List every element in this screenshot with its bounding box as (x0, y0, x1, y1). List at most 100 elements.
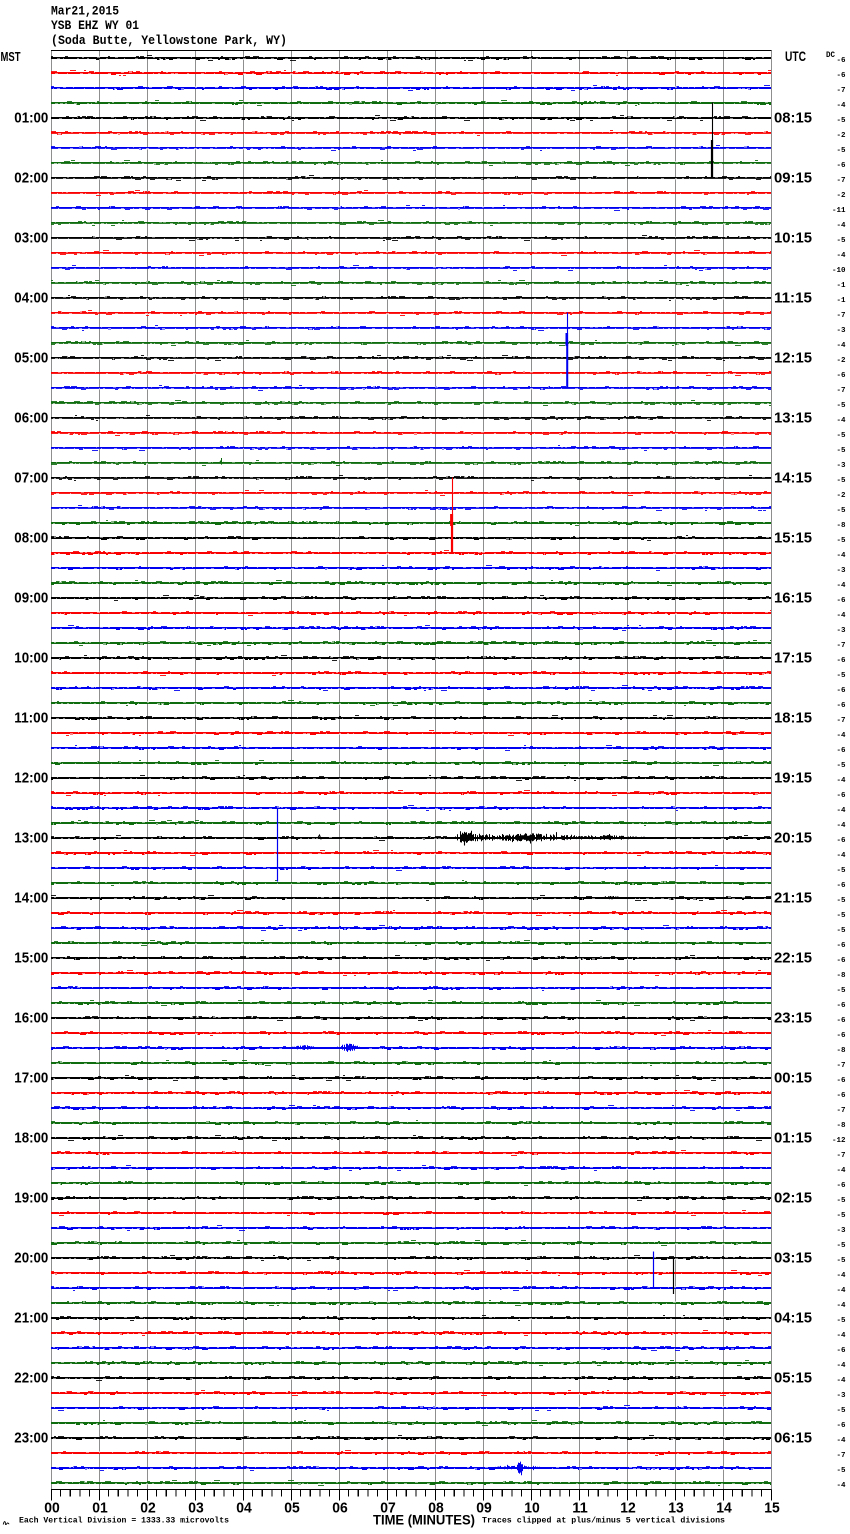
svg-text:12:00: 12:00 (14, 770, 48, 786)
svg-text:-4: -4 (836, 1437, 846, 1445)
svg-text:-4: -4 (836, 1167, 846, 1175)
svg-text:-5: -5 (836, 927, 846, 935)
svg-text:-6: -6 (836, 747, 846, 755)
svg-text:-5: -5 (836, 117, 846, 125)
svg-text:-4: -4 (836, 1377, 846, 1385)
svg-text:13:15: 13:15 (774, 410, 812, 426)
svg-text:-5: -5 (836, 147, 846, 155)
svg-text:03:00: 03:00 (14, 230, 48, 246)
svg-text:-7: -7 (836, 1452, 845, 1460)
svg-text:-12: -12 (832, 1137, 846, 1145)
svg-text:-6: -6 (836, 1017, 846, 1025)
svg-text:-5: -5 (836, 507, 846, 515)
svg-text:00: 00 (44, 1501, 60, 1517)
svg-text:DC: DC (826, 51, 835, 60)
svg-text:19:15: 19:15 (774, 770, 812, 786)
svg-text:-5: -5 (836, 987, 846, 995)
svg-text:-6: -6 (836, 702, 846, 710)
svg-text:-5: -5 (836, 237, 846, 245)
svg-text:20:15: 20:15 (774, 830, 812, 846)
svg-text:13:00: 13:00 (14, 830, 48, 846)
svg-text:08:00: 08:00 (14, 530, 48, 546)
svg-text:17:15: 17:15 (774, 650, 812, 666)
svg-text:-5: -5 (836, 447, 846, 455)
svg-text:18:15: 18:15 (774, 710, 812, 726)
svg-text:-10: -10 (832, 267, 846, 275)
svg-text:05:15: 05:15 (774, 1370, 812, 1386)
svg-text:22:00: 22:00 (14, 1370, 48, 1386)
svg-text:-3: -3 (836, 627, 846, 635)
svg-text:-6: -6 (836, 72, 846, 80)
svg-text:19:00: 19:00 (14, 1190, 48, 1206)
svg-text:15:00: 15:00 (14, 950, 48, 966)
svg-text:09: 09 (476, 1501, 492, 1517)
svg-text:-6: -6 (836, 957, 846, 965)
svg-text:-11: -11 (832, 207, 846, 215)
svg-text:-7: -7 (836, 1152, 845, 1160)
svg-text:-5: -5 (836, 477, 846, 485)
svg-text:YSB EHZ WY 01: YSB EHZ WY 01 (51, 18, 139, 33)
svg-text:-4: -4 (836, 102, 846, 110)
svg-text:02: 02 (140, 1501, 156, 1517)
svg-text:-6: -6 (836, 57, 846, 65)
svg-text:Mar21,2015: Mar21,2015 (51, 4, 119, 19)
svg-text:23:00: 23:00 (14, 1430, 48, 1446)
svg-text:-8: -8 (836, 1047, 846, 1055)
svg-text:01:00: 01:00 (14, 110, 48, 126)
svg-text:21:15: 21:15 (774, 890, 812, 906)
svg-text:-5: -5 (836, 1407, 846, 1415)
svg-text:-5: -5 (836, 867, 846, 875)
svg-text:10:00: 10:00 (14, 650, 48, 666)
svg-text:07:00: 07:00 (14, 470, 48, 486)
svg-text:-4: -4 (836, 1482, 846, 1490)
svg-text:-5: -5 (836, 432, 846, 440)
svg-text:-4: -4 (836, 1302, 846, 1310)
svg-text:-4: -4 (836, 552, 846, 560)
svg-text:10:15: 10:15 (774, 230, 812, 246)
svg-text:-4: -4 (836, 342, 846, 350)
svg-text:-6: -6 (836, 837, 846, 845)
svg-text:05:00: 05:00 (14, 350, 48, 366)
svg-text:-4: -4 (836, 417, 846, 425)
svg-text:-4: -4 (836, 612, 846, 620)
svg-text:08: 08 (428, 1501, 444, 1517)
svg-text:08:15: 08:15 (774, 110, 812, 126)
svg-text:-4: -4 (836, 1332, 846, 1340)
svg-text:-3: -3 (836, 327, 846, 335)
svg-text:05: 05 (284, 1501, 300, 1517)
svg-text:-2: -2 (836, 132, 846, 140)
svg-text:-6: -6 (836, 162, 846, 170)
svg-text:-6: -6 (836, 882, 846, 890)
svg-text:-7: -7 (836, 1062, 845, 1070)
svg-text:TIME (MINUTES): TIME (MINUTES) (373, 1513, 475, 1528)
svg-text:-7: -7 (836, 1107, 845, 1115)
svg-text:11:15: 11:15 (774, 290, 812, 306)
svg-text:-5: -5 (836, 537, 846, 545)
svg-text:-6: -6 (836, 792, 846, 800)
svg-text:Traces clipped at plus/minus 5: Traces clipped at plus/minus 5 vertical … (482, 1517, 725, 1526)
svg-text:-6: -6 (836, 597, 846, 605)
svg-text:04: 04 (236, 1501, 252, 1517)
svg-text:-5: -5 (836, 672, 846, 680)
svg-text:02:15: 02:15 (774, 1190, 812, 1206)
svg-text:09:15: 09:15 (774, 170, 812, 186)
svg-text:-3: -3 (836, 567, 846, 575)
svg-text:-6: -6 (836, 1182, 846, 1190)
svg-text:-7: -7 (836, 312, 845, 320)
svg-text:06: 06 (332, 1501, 348, 1517)
svg-text:-6: -6 (836, 1032, 846, 1040)
svg-text:03:15: 03:15 (774, 1250, 812, 1266)
svg-text:-7: -7 (836, 87, 845, 95)
svg-text:-4: -4 (836, 807, 846, 815)
svg-text:18:00: 18:00 (14, 1130, 48, 1146)
svg-text:-8: -8 (836, 522, 846, 530)
svg-text:00:15: 00:15 (774, 1070, 812, 1086)
svg-text:16:00: 16:00 (14, 1010, 48, 1026)
svg-text:12: 12 (620, 1501, 636, 1517)
svg-text:MST: MST (1, 49, 21, 64)
svg-text:-4: -4 (836, 1272, 846, 1280)
svg-text:-3: -3 (836, 462, 846, 470)
svg-text:15:15: 15:15 (774, 530, 812, 546)
svg-text:-7: -7 (836, 642, 845, 650)
svg-text:-4: -4 (836, 222, 846, 230)
